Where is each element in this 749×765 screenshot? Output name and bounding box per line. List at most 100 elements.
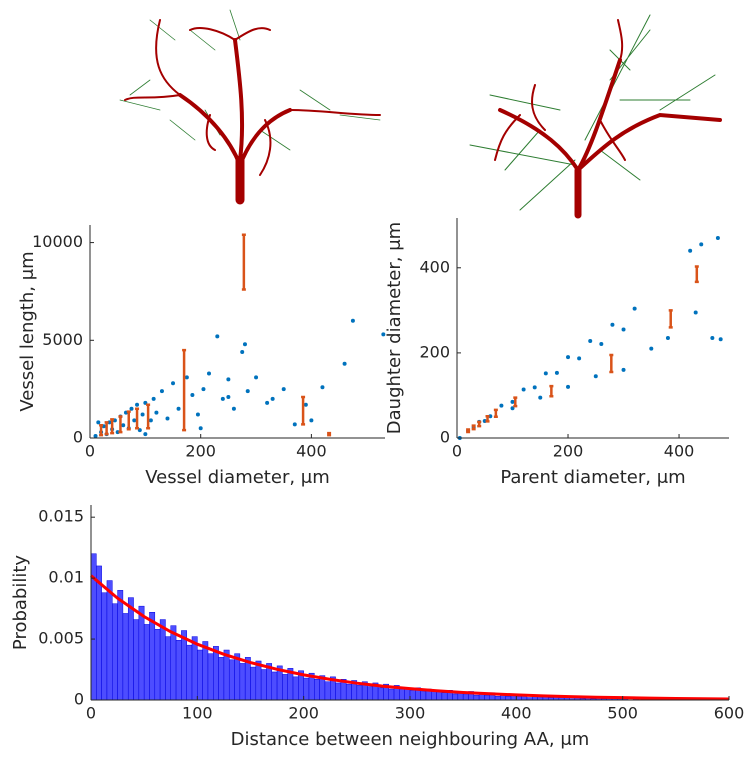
data-point xyxy=(184,375,189,380)
error-bar xyxy=(477,420,482,428)
data-point xyxy=(171,381,176,386)
histogram-bar xyxy=(117,590,124,701)
error-bar xyxy=(549,384,554,398)
histogram-bar xyxy=(409,690,416,701)
data-point xyxy=(93,434,98,439)
histogram-bar xyxy=(165,636,172,701)
x-tick-label: 400 xyxy=(664,442,695,461)
data-point xyxy=(132,418,137,423)
data-point xyxy=(649,346,654,351)
data-point xyxy=(715,236,720,240)
data-point xyxy=(254,375,259,380)
histogram-bar xyxy=(255,660,262,701)
data-point xyxy=(699,242,704,247)
histogram-bar xyxy=(462,693,469,701)
tree-left xyxy=(119,9,381,205)
data-point xyxy=(154,410,159,415)
y-axis-label: Probability xyxy=(10,555,31,650)
y-tick-label: 0.01 xyxy=(48,568,84,587)
histogram-bar xyxy=(282,674,288,701)
data-point xyxy=(140,412,145,417)
data-point xyxy=(521,387,526,392)
histogram-bar xyxy=(356,685,363,701)
data-point xyxy=(610,322,615,327)
data-point xyxy=(510,399,515,404)
histogram-bar xyxy=(239,663,246,701)
histogram-bar xyxy=(96,565,102,701)
histogram-bar xyxy=(197,649,203,701)
histogram-bar xyxy=(149,612,156,701)
histogram-bar xyxy=(345,683,352,701)
histogram-bar xyxy=(143,624,150,701)
x-tick-label: 0 xyxy=(85,442,95,461)
x-axis-label: Distance between neighbouring AA, μm xyxy=(231,729,590,750)
y-tick-label: 200 xyxy=(419,342,450,361)
histogram-bar xyxy=(122,613,129,701)
data-point xyxy=(143,432,148,437)
error-bar xyxy=(104,421,109,436)
histogram-bar xyxy=(207,653,214,701)
histogram-bar xyxy=(452,693,459,701)
histogram-bar xyxy=(191,636,198,701)
x-tick-label: 500 xyxy=(607,704,638,723)
histogram-bar xyxy=(399,688,405,701)
error-bar xyxy=(513,396,518,408)
y-tick-label: 5000 xyxy=(42,330,83,349)
histogram-bar xyxy=(138,605,145,701)
data-point xyxy=(381,332,386,337)
data-point xyxy=(309,418,314,423)
data-point xyxy=(688,248,693,253)
error-bar xyxy=(327,431,332,437)
data-point xyxy=(220,396,225,401)
histogram-bar xyxy=(516,696,522,701)
x-tick-label: 400 xyxy=(296,442,327,461)
data-point xyxy=(566,355,571,360)
histogram-bar xyxy=(186,644,193,701)
y-tick-label: 10000 xyxy=(32,232,83,251)
error-bar xyxy=(485,415,490,423)
y-tick-label: 0.015 xyxy=(38,507,84,526)
data-point xyxy=(621,327,626,332)
histogram-bar xyxy=(112,603,118,701)
histogram-bar xyxy=(170,625,177,701)
data-point xyxy=(226,377,231,382)
histogram-bar xyxy=(154,629,161,701)
data-point xyxy=(665,336,670,340)
data-point xyxy=(215,334,220,339)
histogram-bar xyxy=(213,646,219,701)
data-point xyxy=(201,387,206,392)
data-point xyxy=(554,370,559,375)
histogram-bar xyxy=(218,657,225,701)
x-tick-label: 300 xyxy=(395,704,426,723)
histogram-bar xyxy=(484,694,490,701)
y-tick-label: 400 xyxy=(419,257,450,276)
data-point xyxy=(206,371,211,376)
error-bar xyxy=(135,407,140,430)
histogram-bar xyxy=(505,696,512,701)
data-point xyxy=(599,341,604,346)
data-point xyxy=(151,396,156,401)
data-point xyxy=(588,338,593,343)
error-bar xyxy=(110,418,115,435)
histogram-bar xyxy=(106,580,113,701)
histogram-bar xyxy=(377,687,384,701)
x-tick-label: 100 xyxy=(182,704,213,723)
y-tick-label: 0.005 xyxy=(38,629,84,648)
data-point xyxy=(198,426,203,431)
x-tick-label: 200 xyxy=(553,442,584,461)
data-point xyxy=(718,337,723,342)
error-bar xyxy=(99,424,104,437)
error-bar xyxy=(471,424,476,431)
data-point xyxy=(499,403,504,408)
histogram-bar xyxy=(271,671,278,701)
histogram-bar xyxy=(441,692,448,701)
histogram-bar xyxy=(473,694,480,701)
x-tick-label: 200 xyxy=(288,704,319,723)
histogram-bar xyxy=(335,682,342,701)
error-bar xyxy=(694,265,699,284)
tree-right xyxy=(469,14,722,219)
x-tick-label: 400 xyxy=(501,704,532,723)
data-point xyxy=(566,384,571,389)
data-point xyxy=(240,350,245,355)
